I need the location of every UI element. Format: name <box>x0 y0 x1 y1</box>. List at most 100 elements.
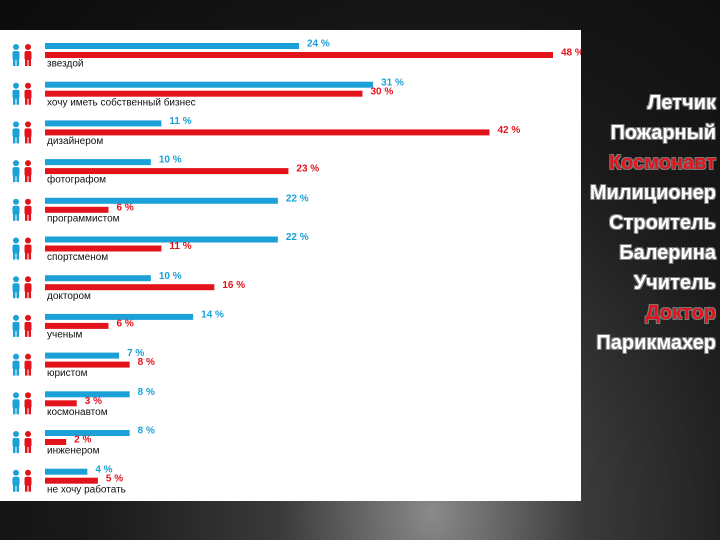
bar <box>45 400 77 407</box>
person-icon <box>25 431 31 437</box>
bar <box>45 313 194 320</box>
person-icon <box>25 160 31 167</box>
person-icon <box>24 476 32 486</box>
person-icon <box>25 59 28 66</box>
data-label: 24 % <box>307 39 330 50</box>
data-label: 23 % <box>296 164 319 175</box>
person-icon <box>25 82 31 89</box>
person-icon <box>12 321 20 331</box>
data-label: 48 % <box>561 48 581 59</box>
data-label: 16 % <box>222 280 245 291</box>
bar <box>45 168 289 175</box>
person-icon <box>16 213 19 221</box>
person-icon <box>28 136 31 144</box>
person-icon <box>25 446 28 453</box>
person-icon <box>16 407 19 415</box>
person-icon <box>16 484 19 492</box>
bar <box>45 439 67 445</box>
data-label: 22 % <box>286 232 309 243</box>
person-icon <box>24 89 32 99</box>
data-label: 8 % <box>138 426 155 437</box>
bar <box>45 391 130 398</box>
person-icon <box>13 82 19 89</box>
person-icon <box>25 353 31 360</box>
data-label: 3 % <box>85 396 102 407</box>
person-icon <box>13 314 19 321</box>
person-icon <box>25 252 28 260</box>
person-icon <box>24 321 32 331</box>
person-icon <box>16 136 19 144</box>
category-label: доктором <box>47 291 91 302</box>
chart: 24 % 48 % звездой 31 %30 % хочу иметь собств… <box>0 30 581 501</box>
person-icon <box>25 198 31 205</box>
person-icon <box>16 59 19 66</box>
person-icon <box>16 368 19 376</box>
person-icon <box>13 353 19 360</box>
bar <box>45 352 120 359</box>
person-icon <box>12 128 20 138</box>
category-label: инженером <box>47 446 100 457</box>
person-icon <box>25 44 31 50</box>
profession: Милиционер <box>589 182 716 204</box>
person-icon <box>28 484 31 492</box>
person-icon <box>12 205 20 215</box>
data-label: 7 % <box>127 348 144 359</box>
person-icon <box>24 167 32 177</box>
person-icon <box>12 51 20 60</box>
person-icon <box>13 329 16 337</box>
profession-list: Летчик Пожарный Космонавт Милиционер Строите… <box>572 88 716 358</box>
profession: Летчик <box>647 92 716 114</box>
bar <box>45 120 162 127</box>
person-icon <box>25 276 31 283</box>
person-icon <box>25 136 28 144</box>
person-icon <box>25 97 28 105</box>
data-label: 8 % <box>138 357 155 368</box>
data-label: 2 % <box>74 435 91 446</box>
person-icon <box>25 175 28 183</box>
person-icon <box>13 446 16 453</box>
bar <box>45 284 215 291</box>
data-label: 4 % <box>95 464 112 475</box>
data-label: 31 % <box>381 77 404 88</box>
person-icon <box>13 213 16 221</box>
bar <box>45 206 109 213</box>
person-icon <box>25 484 28 492</box>
person-icon <box>13 121 19 128</box>
bar <box>45 52 553 58</box>
bar <box>45 43 299 49</box>
person-icon <box>24 51 32 60</box>
person-icon <box>16 252 19 260</box>
profession: Строитель <box>609 212 716 234</box>
person-icon <box>28 407 31 415</box>
category-label: звездой <box>47 59 83 70</box>
bar <box>45 129 490 136</box>
person-icon <box>25 213 28 221</box>
person-icon <box>25 237 31 244</box>
bar <box>45 159 151 166</box>
bar <box>45 197 278 204</box>
bar <box>45 361 130 368</box>
person-icon <box>28 213 31 221</box>
bar <box>45 236 278 243</box>
category-label: дизайнером <box>47 136 103 147</box>
person-icon <box>16 97 19 105</box>
data-label: 10 % <box>159 271 182 282</box>
person-icon <box>12 399 20 409</box>
person-icon <box>13 276 19 283</box>
person-icon <box>28 59 31 66</box>
data-label: 30 % <box>371 86 394 97</box>
person-icon <box>12 167 20 177</box>
profession: Балерина <box>619 242 716 264</box>
person-icon <box>28 368 31 376</box>
person-icon <box>13 59 16 66</box>
data-label: 6 % <box>117 319 134 330</box>
person-icon <box>16 446 19 453</box>
bar <box>45 90 363 97</box>
category-label: космонавтом <box>47 407 108 418</box>
person-icon <box>13 175 16 183</box>
data-label: 14 % <box>201 310 224 321</box>
person-icon <box>24 128 32 138</box>
person-icon <box>25 368 28 376</box>
person-icon <box>12 360 20 370</box>
